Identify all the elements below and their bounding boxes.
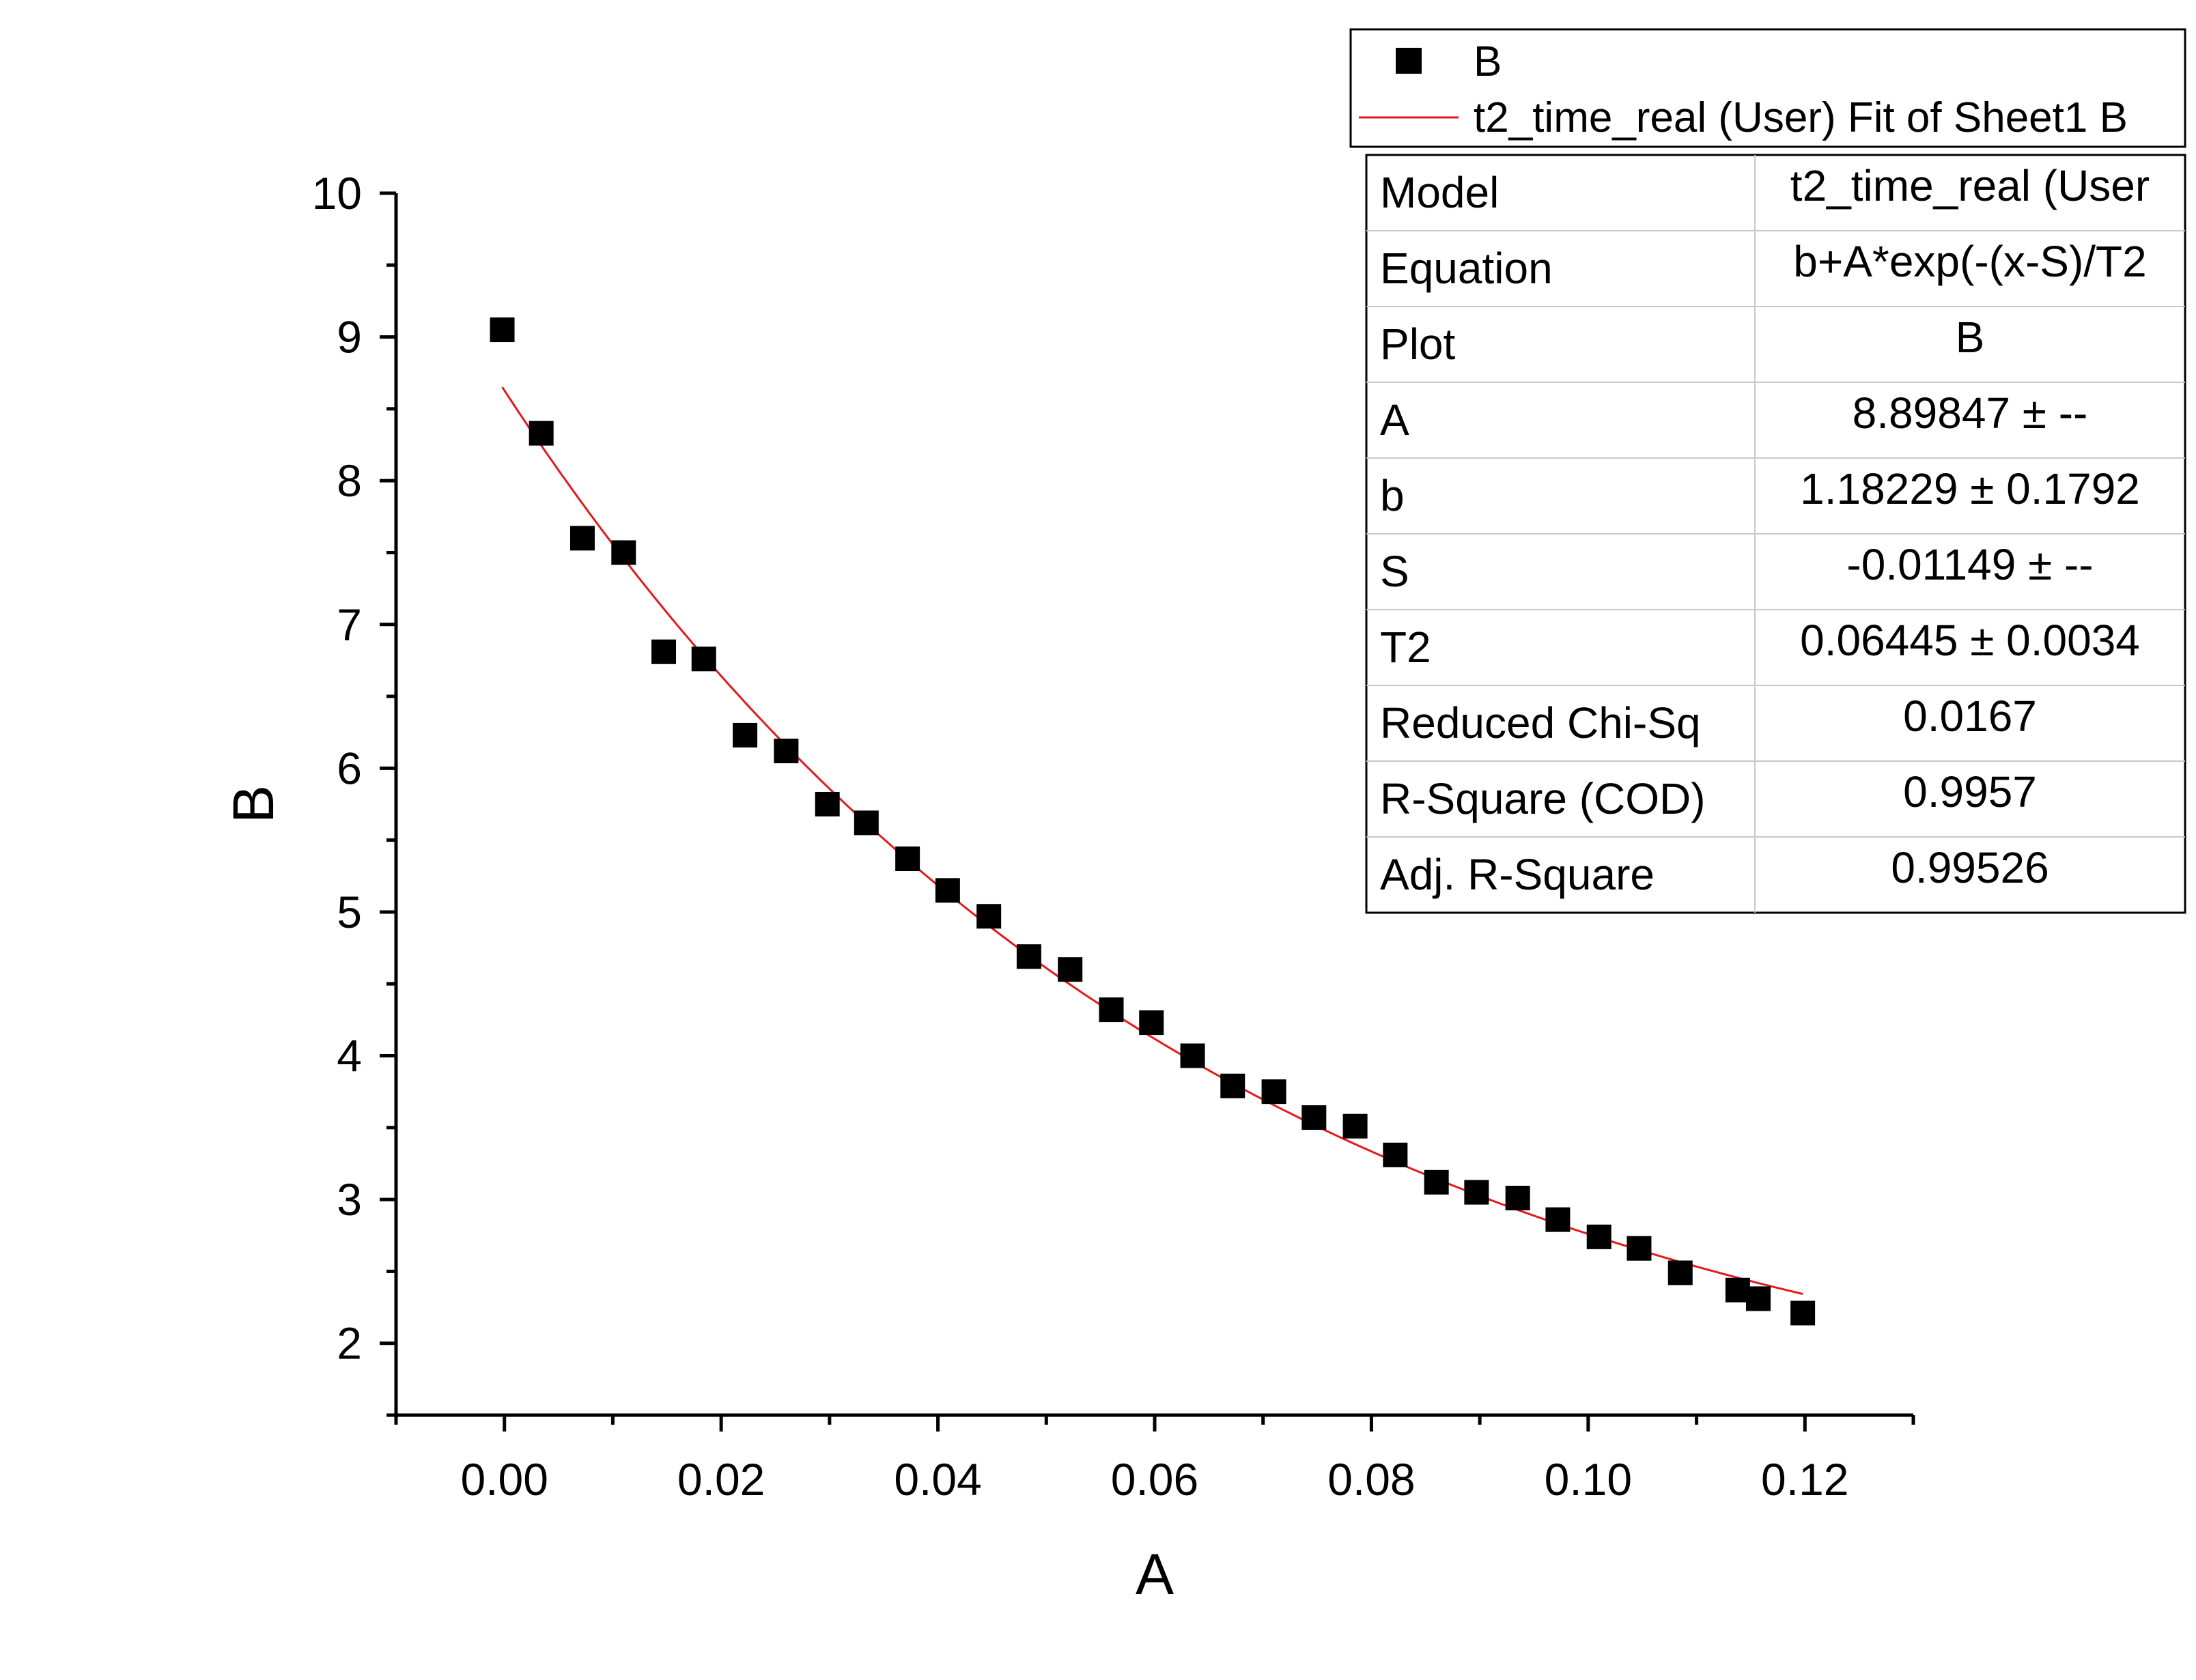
data-point xyxy=(569,526,595,551)
stats-label: Equation xyxy=(1380,244,1553,293)
data-point xyxy=(651,639,677,664)
stats-label: Plot xyxy=(1380,319,1456,369)
data-point xyxy=(1139,1010,1164,1036)
y-tick-label: 7 xyxy=(337,599,362,650)
data-point xyxy=(976,904,1002,929)
data-point xyxy=(935,878,960,903)
data-point xyxy=(1016,944,1041,969)
x-tick-label: 0.06 xyxy=(1111,1454,1198,1505)
x-tick-label: 0.10 xyxy=(1545,1454,1632,1505)
stats-value: 0.06445 ± 0.0034 xyxy=(1800,616,2140,665)
y-tick-label: 6 xyxy=(337,743,362,793)
stats-value: b+A*exp(-(x-S)/T2 xyxy=(1793,237,2146,286)
data-point xyxy=(1545,1207,1571,1232)
stats-label: S xyxy=(1380,547,1409,596)
data-point xyxy=(895,846,920,872)
legend-box xyxy=(1349,28,2186,148)
y-axis-title: B xyxy=(221,785,285,823)
stats-label: b xyxy=(1380,471,1405,520)
stats-label: R-Square (COD) xyxy=(1380,774,1706,823)
stats-value: 0.0167 xyxy=(1903,692,2037,741)
data-point xyxy=(1058,957,1083,982)
fit-curve-layer xyxy=(501,386,1803,1295)
fit-curve xyxy=(501,386,1803,1295)
data-point xyxy=(1746,1286,1771,1311)
stats-label: Model xyxy=(1380,168,1499,217)
data-point xyxy=(733,722,758,748)
data-point xyxy=(1301,1105,1327,1130)
y-tick-label: 3 xyxy=(337,1174,362,1225)
y-tick-label: 4 xyxy=(337,1031,362,1081)
stats-value: B xyxy=(1956,313,1985,362)
x-tick-label: 0.00 xyxy=(460,1454,548,1505)
stats-label: Adj. R-Square xyxy=(1380,850,1655,899)
data-point xyxy=(529,421,554,446)
data-point xyxy=(611,540,636,565)
legend: B t2_time_real (User) Fit of Sheet1 B xyxy=(1349,28,2186,148)
legend-label-points: B xyxy=(1474,38,1502,85)
y-tick-label: 8 xyxy=(337,455,362,506)
data-point xyxy=(1790,1300,1816,1326)
x-ticks: 0.00 0.02 0.04 0.06 0.08 0.10 0.12 xyxy=(394,1415,1915,1505)
stats-label: Reduced Chi-Sq xyxy=(1380,698,1701,748)
data-point xyxy=(1627,1236,1652,1261)
data-point xyxy=(854,810,879,836)
data-point xyxy=(1220,1073,1245,1098)
y-ticks: 2 3 4 5 6 7 8 9 10 xyxy=(312,168,396,1417)
data-point xyxy=(815,792,840,816)
legend-label-fit: t2_time_real (User) Fit of Sheet1 B xyxy=(1474,94,2128,141)
legend-marker-square xyxy=(1396,48,1422,74)
data-point xyxy=(1099,997,1124,1023)
stats-label: A xyxy=(1380,395,1409,444)
fit-statistics-table: Model t2_time_real (User Equation b+A*exp(-… xyxy=(1365,154,2186,914)
data-point xyxy=(1586,1224,1611,1249)
data-point xyxy=(490,317,515,343)
stats-value: -0.01149 ± -- xyxy=(1846,540,2093,589)
data-point xyxy=(1180,1043,1205,1068)
data-point xyxy=(1464,1180,1489,1205)
stats-value: 0.99526 xyxy=(1891,843,2049,892)
data-point xyxy=(1261,1079,1286,1105)
data-point xyxy=(774,739,799,764)
stats-value: t2_time_real (User xyxy=(1790,161,2150,210)
stats-value: 0.9957 xyxy=(1903,767,2037,816)
data-point xyxy=(1725,1277,1750,1302)
x-axis-title: A xyxy=(1136,1542,1174,1606)
y-tick-label: 5 xyxy=(337,887,362,937)
x-tick-label: 0.02 xyxy=(677,1454,765,1505)
x-tick-label: 0.04 xyxy=(894,1454,981,1505)
data-point xyxy=(1424,1169,1449,1195)
x-tick-label: 0.08 xyxy=(1327,1454,1415,1505)
y-tick-label: 2 xyxy=(337,1318,362,1369)
data-point xyxy=(691,646,716,672)
x-tick-label: 0.12 xyxy=(1761,1454,1848,1505)
y-tick-label: 10 xyxy=(312,168,362,218)
data-points-layer xyxy=(490,317,1816,1326)
data-point xyxy=(1505,1186,1530,1211)
y-tick-label: 9 xyxy=(337,312,362,362)
stats-value: 1.18229 ± 0.1792 xyxy=(1800,464,2140,513)
stats-value: 8.89847 ± -- xyxy=(1853,388,2088,438)
data-point xyxy=(1342,1113,1368,1139)
stats-label: T2 xyxy=(1380,623,1431,672)
data-point xyxy=(1667,1260,1693,1285)
data-point xyxy=(1383,1142,1408,1167)
